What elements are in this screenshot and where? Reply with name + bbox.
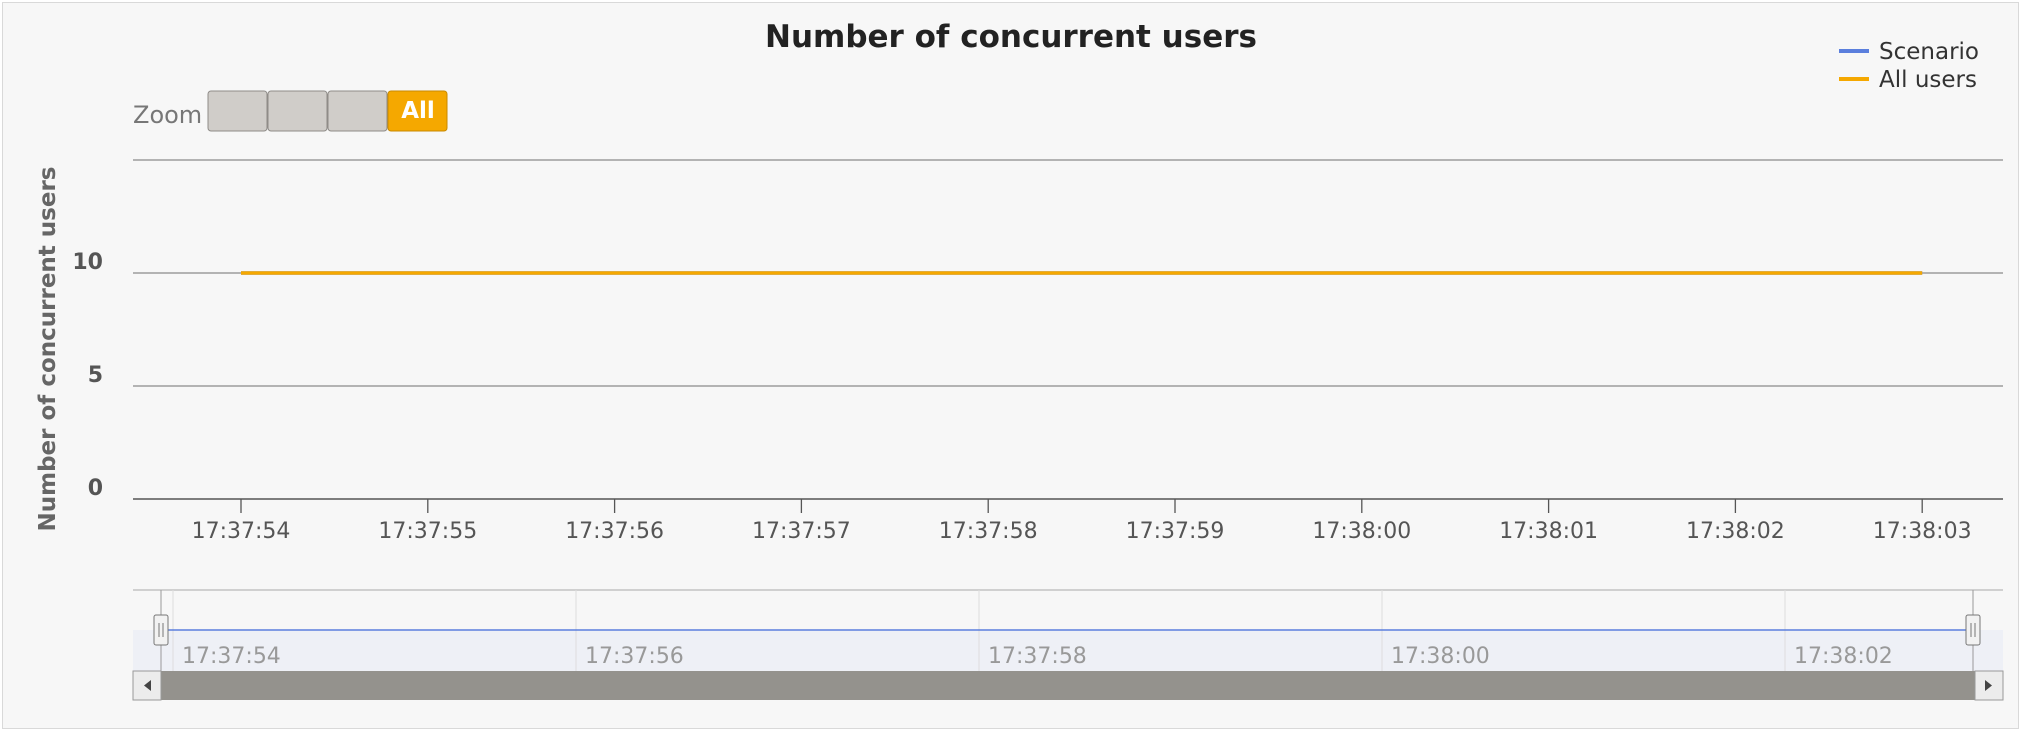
zoom-button-label: All: [401, 98, 435, 124]
legend-item-scenario[interactable]: Scenario: [1839, 39, 1979, 65]
x-axis-ticks: 17:37:54 17:37:55 17:37:56 17:37:57 17:37:58…: [192, 499, 1972, 544]
legend-item-all-users[interactable]: All users: [1839, 67, 1977, 93]
x-tick-label-8: 17:38:02: [1686, 519, 1785, 544]
zoom-button-bg: [327, 90, 388, 132]
scrollbar-left-button[interactable]: [132, 670, 162, 701]
x-tick-label-6: 17:38:00: [1312, 519, 1411, 544]
navigator-tick-label-4: 17:38:02: [1794, 644, 1893, 669]
x-tick-label-2: 17:37:56: [565, 519, 664, 544]
y-tick-label-0: 0: [88, 476, 103, 501]
zoom-label: Zoom: [133, 101, 202, 129]
chart-title: Number of concurrent users: [765, 19, 1257, 55]
navigator-left-handle[interactable]: [153, 614, 169, 646]
scroll-right-arrow-icon: [1985, 680, 1992, 691]
zoom-button-bg: [267, 90, 328, 132]
scroll-left-arrow-icon: [144, 680, 151, 691]
x-tick-label-9: 17:38:03: [1873, 519, 1972, 544]
zoom-button-all[interactable]: All: [387, 90, 448, 132]
legend-label-all-users: All users: [1879, 67, 1977, 93]
handle-body: [153, 614, 169, 646]
navigator-tick-label-3: 17:38:00: [1391, 644, 1490, 669]
scrollbar-track: [133, 671, 2003, 700]
zoom-buttons: All: [207, 90, 448, 132]
x-tick-label-0: 17:37:54: [192, 519, 291, 544]
y-tick-label-10: 10: [72, 250, 103, 275]
chart-canvas: Number of concurrent users Scenario All …: [35, 19, 2004, 701]
gridlines: [133, 159, 2003, 500]
legend[interactable]: Scenario All users: [1839, 39, 1979, 93]
navigator-tick-label-2: 17:37:58: [988, 644, 1087, 669]
zoom-button-2[interactable]: [267, 90, 328, 132]
navigator-tick-label-1: 17:37:56: [585, 644, 684, 669]
x-tick-label-1: 17:37:55: [378, 519, 477, 544]
x-tick-label-5: 17:37:59: [1126, 519, 1225, 544]
navigator-tick-label-0: 17:37:54: [182, 644, 281, 669]
navigator-scrollbar[interactable]: [132, 670, 2004, 701]
handle-body: [1965, 614, 1981, 646]
y-axis-ticks: 0 5 10: [72, 250, 103, 501]
navigator[interactable]: 17:37:54 17:37:56 17:37:58 17:38:00 17:38:02: [132, 589, 2004, 701]
zoom-button-bg: [207, 90, 268, 132]
x-tick-label-4: 17:37:58: [939, 519, 1038, 544]
navigator-fill: [133, 630, 2003, 671]
zoom-button-3[interactable]: [327, 90, 388, 132]
legend-label-scenario: Scenario: [1879, 39, 1979, 65]
x-tick-label-3: 17:37:57: [752, 519, 851, 544]
y-axis-title: Number of concurrent users: [35, 167, 61, 532]
navigator-right-handle[interactable]: [1965, 614, 1981, 646]
y-tick-label-5: 5: [88, 363, 103, 388]
zoom-button-1[interactable]: [207, 90, 268, 132]
zoom-button-bg: [387, 90, 448, 132]
x-tick-label-7: 17:38:01: [1499, 519, 1598, 544]
